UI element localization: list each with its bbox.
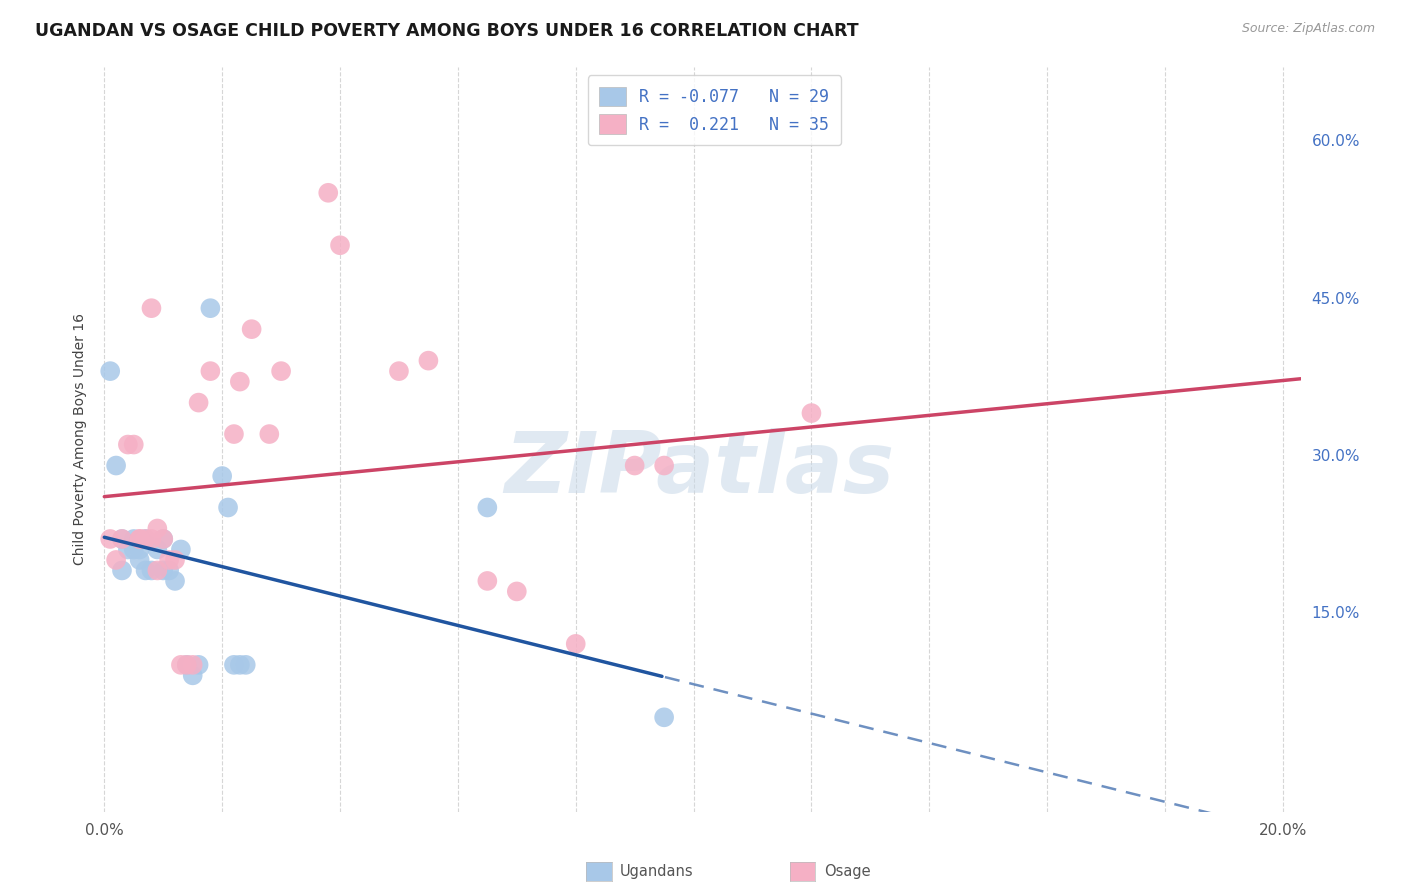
Point	[181, 668, 204, 682]
Point	[122, 542, 145, 557]
Point	[316, 186, 339, 200]
Point	[176, 657, 198, 672]
Point	[211, 469, 233, 483]
Point	[229, 657, 252, 672]
Point	[122, 532, 145, 546]
Point	[222, 427, 245, 442]
Point	[163, 574, 186, 588]
Point	[477, 500, 499, 515]
Point	[146, 542, 169, 557]
Point	[152, 532, 174, 546]
Point	[135, 532, 157, 546]
Point	[111, 564, 134, 578]
Text: Osage: Osage	[824, 864, 870, 879]
Point	[187, 657, 209, 672]
Point	[141, 532, 163, 546]
Point	[564, 637, 586, 651]
Point	[270, 364, 292, 378]
Point	[623, 458, 645, 473]
Point	[259, 427, 281, 442]
Point	[135, 532, 157, 546]
Point	[240, 322, 263, 336]
Point	[146, 564, 169, 578]
Point	[506, 584, 529, 599]
Point	[222, 657, 245, 672]
Point	[187, 395, 209, 409]
Point	[128, 542, 150, 557]
Point	[152, 564, 174, 578]
Point	[170, 542, 193, 557]
Point	[418, 353, 440, 368]
Text: UGANDAN VS OSAGE CHILD POVERTY AMONG BOYS UNDER 16 CORRELATION CHART: UGANDAN VS OSAGE CHILD POVERTY AMONG BOY…	[35, 22, 859, 40]
Point	[229, 375, 252, 389]
Point	[117, 437, 139, 451]
Point	[122, 437, 145, 451]
Point	[146, 521, 169, 535]
Point	[105, 553, 128, 567]
Point	[176, 657, 198, 672]
Point	[128, 532, 150, 546]
Point	[652, 710, 675, 724]
Point	[98, 364, 121, 378]
Point	[329, 238, 352, 252]
Point	[128, 532, 150, 546]
Text: Source: ZipAtlas.com: Source: ZipAtlas.com	[1241, 22, 1375, 36]
Point	[105, 458, 128, 473]
Text: Ugandans: Ugandans	[620, 864, 693, 879]
Point	[157, 564, 180, 578]
Point	[135, 564, 157, 578]
Point	[111, 532, 134, 546]
Point	[652, 458, 675, 473]
Point	[152, 532, 174, 546]
Point	[128, 553, 150, 567]
Text: ZIPatlas: ZIPatlas	[505, 427, 894, 510]
Point	[200, 364, 222, 378]
Point	[141, 301, 163, 315]
Legend: R = -0.077   N = 29, R =  0.221   N = 35: R = -0.077 N = 29, R = 0.221 N = 35	[588, 75, 841, 145]
Point	[170, 657, 193, 672]
Point	[235, 657, 257, 672]
Point	[163, 553, 186, 567]
Point	[157, 553, 180, 567]
Y-axis label: Child Poverty Among Boys Under 16: Child Poverty Among Boys Under 16	[73, 313, 87, 566]
Point	[181, 657, 204, 672]
Point	[200, 301, 222, 315]
Point	[117, 542, 139, 557]
Point	[800, 406, 823, 420]
Point	[98, 532, 121, 546]
Point	[388, 364, 411, 378]
Point	[141, 564, 163, 578]
Point	[111, 532, 134, 546]
Point	[477, 574, 499, 588]
Point	[217, 500, 239, 515]
